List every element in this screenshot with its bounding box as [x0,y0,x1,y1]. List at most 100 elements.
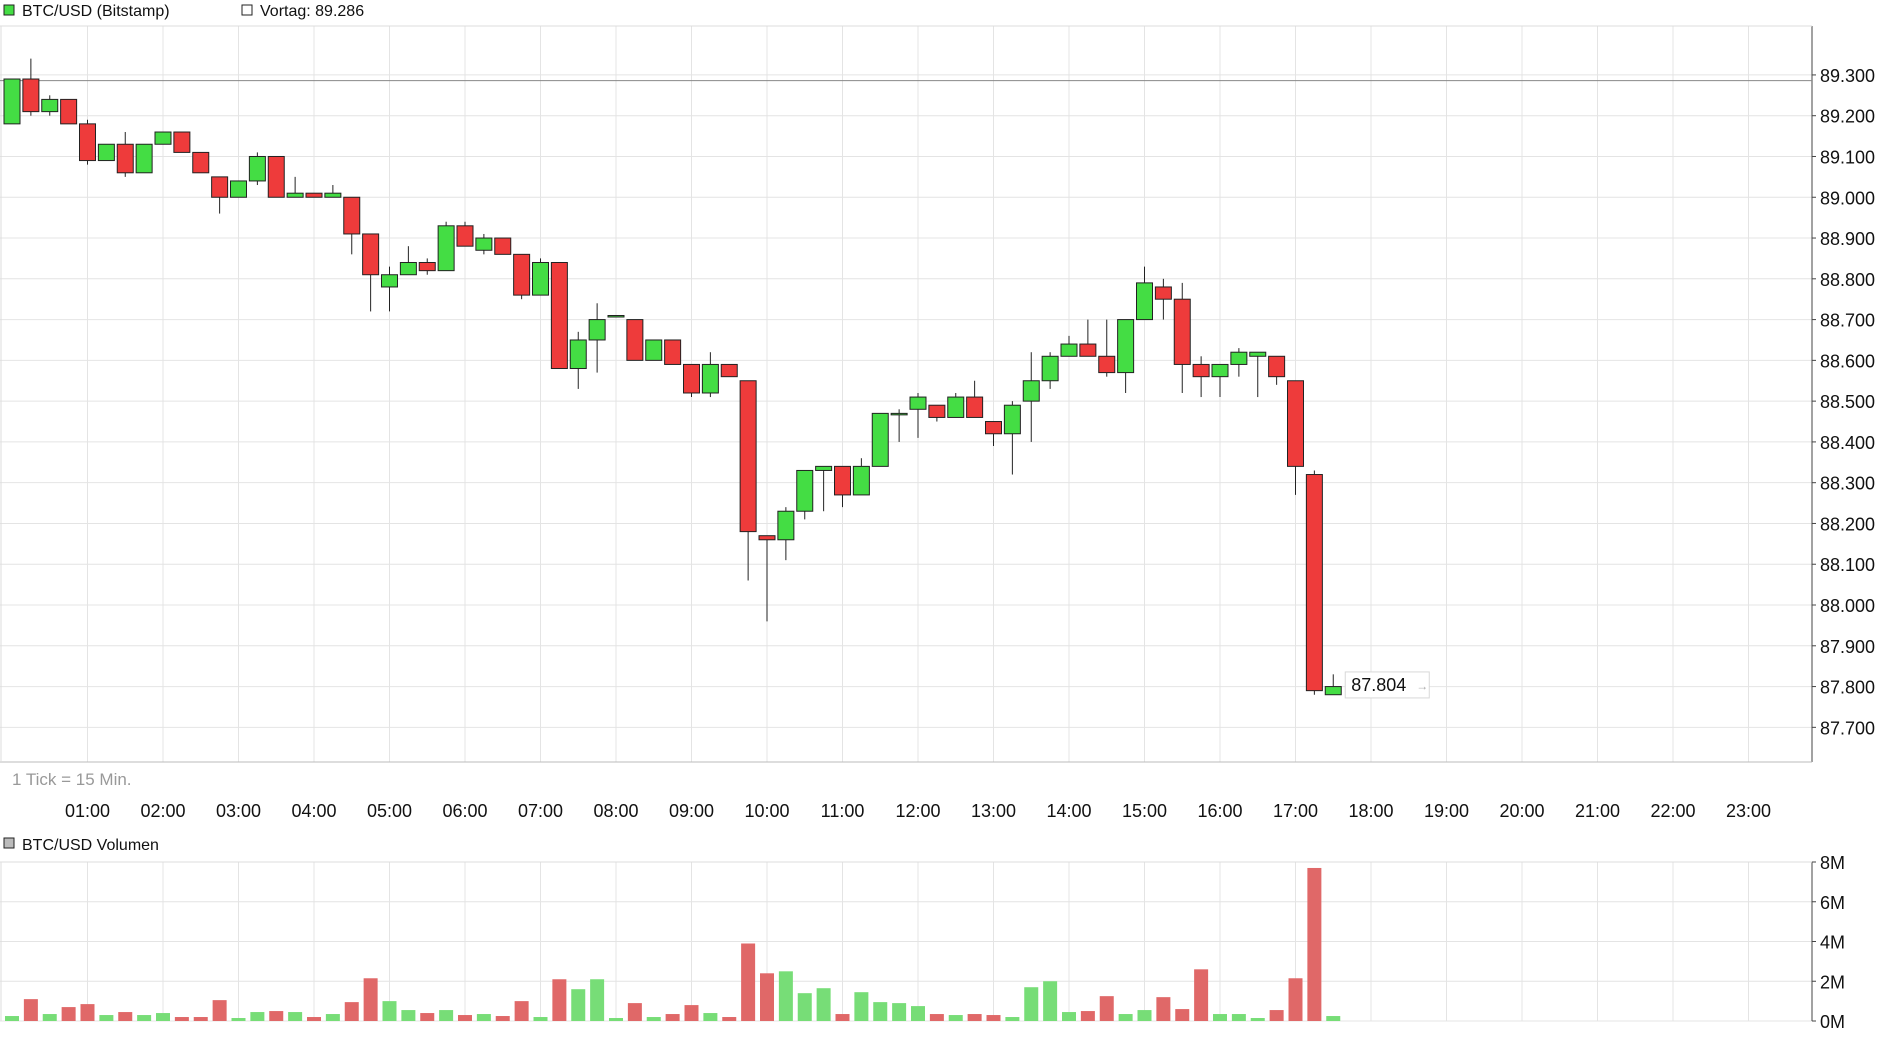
price-y-tick-label: 88.100 [1820,555,1875,575]
candle-body [909,396,927,410]
candle-down [60,98,78,125]
candle-up [1249,351,1267,398]
volume-bar [458,1015,472,1021]
candle-body [701,363,719,394]
candle-body [362,233,380,276]
candle-body [1287,380,1304,467]
volume-bar [1175,1009,1190,1021]
candle-body [1098,355,1116,374]
price-y-tick-label: 87.700 [1820,718,1875,738]
volume-bar [514,1001,529,1021]
candle-up [286,176,304,198]
prev-close-swatch [241,4,253,16]
price-y-tick-label: 88.000 [1820,596,1875,616]
candle-down [1079,319,1097,357]
candle-up [1117,319,1135,393]
candle-down [1192,356,1210,398]
volume-bar [1269,1010,1284,1021]
candle-body [456,225,474,247]
volume-bar [778,971,793,1021]
candle-body [985,421,1002,435]
candle-up [796,469,814,520]
volume-bar [137,1015,152,1021]
time-x-tick-label: 15:00 [1122,801,1167,821]
candle-body [116,143,134,174]
candle-body [286,192,304,198]
price-legend-label: BTC/USD (Bitstamp) [22,3,170,20]
time-x-tick-label: 11:00 [821,801,865,821]
time-x-tick-label: 17:00 [1273,801,1318,821]
candle-down [928,404,946,422]
candle-body [588,319,606,341]
volume-bar [99,1015,114,1021]
candle-body [192,151,210,174]
volume-bar [1307,867,1322,1021]
volume-bar [344,1002,359,1021]
candle-body [871,412,889,467]
volume-bar [590,979,605,1021]
candle-up [1324,674,1342,696]
candle-down [664,339,682,365]
volume-bar [986,1015,1001,1021]
time-x-tick-label: 02:00 [140,801,185,821]
candle-up [1041,352,1059,389]
prev-close-label: Vortag: 89.286 [260,3,364,20]
tick-note: 1 Tick = 15 Min. [12,770,132,789]
candle-body [1230,351,1248,365]
volume-bar [307,1017,321,1021]
volume-grid [0,861,1812,1022]
candle-body [1324,686,1342,696]
candle-up [41,95,59,116]
volume-bar [948,1015,963,1021]
candle-body [645,339,663,361]
candle-body [305,192,323,198]
price-y-tick-label: 88.700 [1820,311,1875,331]
candle-body [324,192,342,198]
candle-down [211,176,229,214]
volume-y-tick-label: 0M [1820,1012,1845,1032]
candle-body [777,510,795,541]
candle-down [1173,282,1191,393]
candle-body [494,237,512,255]
volume-bar [420,1013,435,1021]
candle-up [154,131,172,145]
volume-bar [401,1010,416,1021]
candle-body [267,155,285,198]
candles [3,58,1342,696]
time-x-tick-label: 22:00 [1650,801,1695,821]
candle-up [852,458,870,496]
price-y-tick-label: 88.400 [1820,433,1875,453]
candle-body [173,131,191,153]
volume-bar [325,1014,340,1021]
volume-bar [873,1002,888,1021]
candle-down [456,221,474,247]
volume-bar [665,1014,680,1021]
price-y-tick-label: 88.800 [1820,270,1875,290]
volume-bar [382,1001,397,1021]
candle-body [1173,298,1191,365]
candle-down [966,380,984,418]
candle-body [343,196,361,235]
price-legend-swatch [3,4,15,16]
time-x-tick-label: 04:00 [291,801,336,821]
volume-bar [646,1017,661,1021]
candle-up [248,152,266,186]
candle-body [947,396,965,418]
time-x-tick-label: 13:00 [971,801,1016,821]
candle-down [305,192,323,198]
volume-bar [911,1006,925,1021]
volume-y-tick-label: 2M [1820,972,1845,992]
volume-bar [835,1014,850,1021]
volume-bar [1156,997,1171,1021]
candle-body [569,339,587,370]
candle-body [3,78,21,125]
volume-bar [118,1012,133,1021]
candle-body [966,396,984,418]
candle-body [739,380,757,533]
candle-body [1249,351,1267,357]
candle-body [1079,343,1097,357]
volume-bar [250,1012,265,1021]
volume-bar [627,1003,642,1021]
candle-up [381,266,398,312]
